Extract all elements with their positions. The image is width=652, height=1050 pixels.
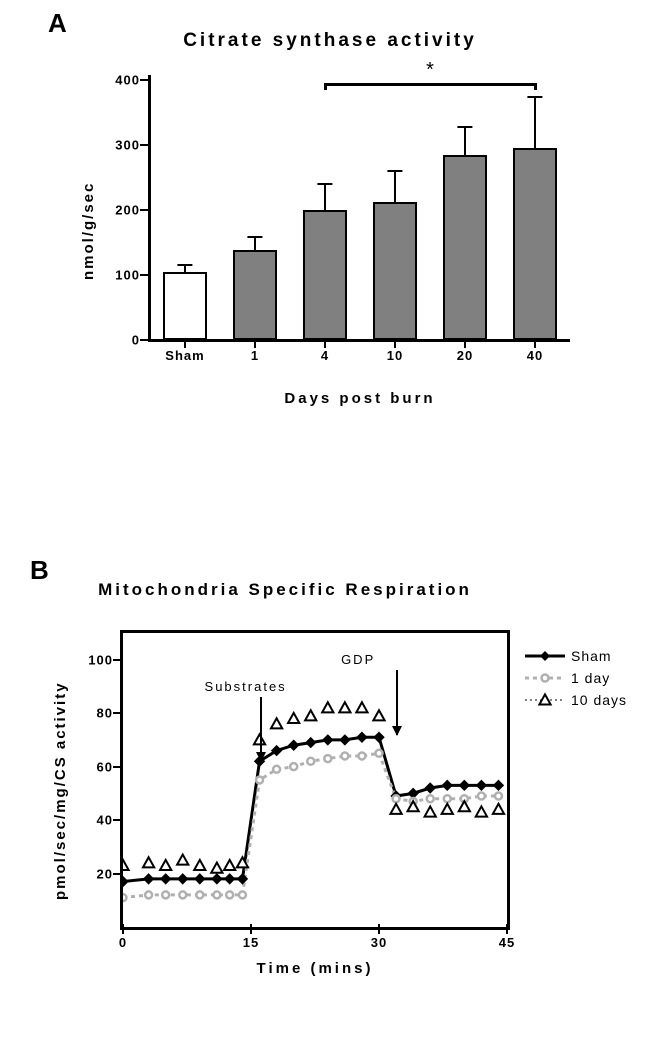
legend-swatch	[525, 692, 565, 708]
chart-b-title: Mitochondria Specific Respiration	[30, 580, 540, 600]
chart-b-x-label: Time (mins)	[120, 960, 510, 977]
chart-b-x-tick-label: 15	[221, 927, 281, 950]
chart-b-plot-area: 204060801000153045SubstratesGDP	[120, 630, 510, 930]
chart-b-arrow	[260, 697, 262, 761]
legend-item: 1 day	[525, 667, 627, 689]
chart-a-errorbar	[464, 126, 466, 155]
chart-b-legend: Sham 1 day 10 days	[525, 645, 627, 711]
chart-a-bar	[373, 202, 416, 340]
chart-a-sig-tick	[534, 83, 537, 90]
chart-a-sig-star: *	[426, 59, 434, 82]
chart-a-y-tick-label: 400	[80, 73, 150, 88]
chart-a-x-tick-label: 20	[435, 340, 495, 363]
chart-a-plot-area: 0100200300400Sham14102040*	[150, 80, 570, 340]
chart-a-x-label: Days post burn	[150, 390, 570, 407]
chart-a-bar	[443, 155, 486, 340]
chart-a-errorcap	[317, 183, 332, 185]
chart-b: Mitochondria Specific Respiration 204060…	[30, 580, 630, 1030]
chart-a-bar	[233, 250, 276, 340]
chart-a-errorcap	[387, 170, 402, 172]
chart-a-title: Citrate synthase activity	[60, 30, 600, 52]
chart-b-svg	[123, 633, 507, 927]
chart-a-errorcap	[457, 126, 472, 128]
chart-a-x-tick-label: Sham	[155, 340, 215, 363]
legend-label: 1 day	[571, 670, 610, 686]
legend-swatch	[525, 648, 565, 664]
chart-b-annotation: GDP	[341, 652, 375, 667]
chart-b-arrow	[396, 670, 398, 734]
chart-b-x-tick-label: 45	[477, 927, 537, 950]
chart-b-annotation: Substrates	[205, 679, 287, 694]
legend-label: 10 days	[571, 692, 627, 708]
chart-a-errorcap	[177, 264, 192, 266]
chart-a-x-tick-label: 1	[225, 340, 285, 363]
chart-a-y-tick-label: 300	[80, 138, 150, 153]
chart-a-x-tick-label: 4	[295, 340, 355, 363]
legend-item: 10 days	[525, 689, 627, 711]
chart-a-errorbar	[324, 183, 326, 210]
chart-a-bar	[163, 272, 206, 340]
chart-a-x-tick-label: 10	[365, 340, 425, 363]
chart-a-errorcap	[247, 236, 262, 238]
legend-label: Sham	[571, 648, 612, 664]
legend-swatch	[525, 670, 565, 686]
chart-a-sig-line	[325, 83, 535, 86]
chart-a-errorbar	[394, 170, 396, 203]
chart-a-y-label: nmol/g/sec	[80, 182, 97, 280]
chart-b-series-line	[123, 753, 498, 897]
page: A Citrate synthase activity 010020030040…	[0, 0, 652, 1050]
chart-a-y-tick-label: 0	[80, 333, 150, 348]
chart-b-x-tick-label: 0	[93, 927, 153, 950]
chart-a-bar	[513, 148, 556, 340]
legend-item: Sham	[525, 645, 627, 667]
chart-a: Citrate synthase activity 0100200300400S…	[60, 30, 600, 450]
chart-a-errorbar	[254, 236, 256, 250]
chart-a-x-tick-label: 40	[505, 340, 565, 363]
chart-a-errorcap	[527, 96, 542, 98]
chart-b-x-tick-label: 30	[349, 927, 409, 950]
chart-b-y-tick-label: 100	[53, 652, 123, 667]
chart-a-sig-tick	[324, 83, 327, 90]
chart-a-bar	[303, 210, 346, 340]
chart-b-y-label: pmol/sec/mg/CS activity	[52, 681, 69, 900]
chart-a-errorbar	[534, 96, 536, 148]
